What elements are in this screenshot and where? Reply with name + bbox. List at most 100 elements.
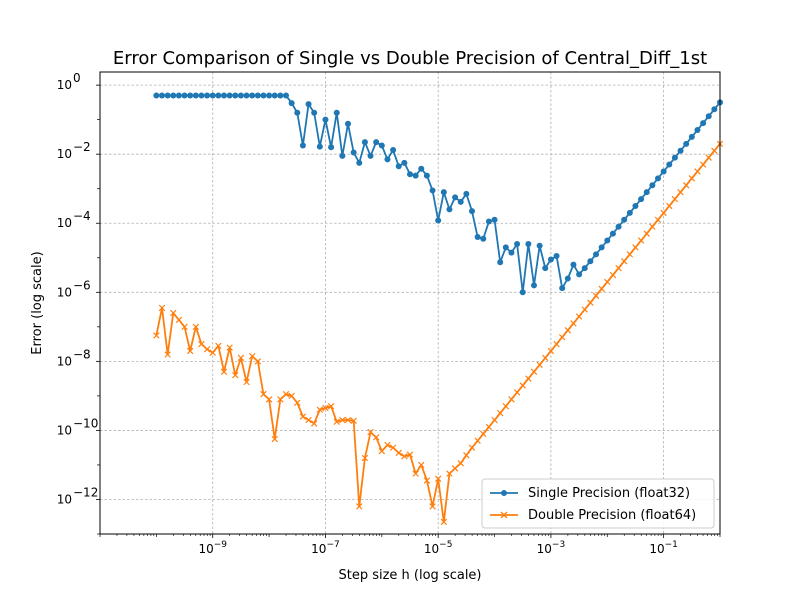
data-point [435,217,442,224]
data-point [260,92,267,99]
data-point [265,396,273,403]
data-point [316,143,323,150]
data-point [536,361,543,369]
data-point [198,340,205,348]
y-tick-label: 10 [57,216,72,230]
data-point [451,465,459,472]
data-point [463,190,470,197]
data-point [525,375,532,382]
data-point [249,92,256,99]
data-point [215,92,222,99]
data-point [170,92,177,99]
data-point [316,406,324,413]
data-point [638,196,645,203]
data-point [643,230,650,237]
data-point [615,264,622,272]
y-tick-label: 10 [57,492,72,506]
data-point [254,358,262,365]
data-point [660,168,667,175]
data-point [429,503,436,510]
plot-area [99,71,724,535]
data-point [339,416,346,424]
data-point [158,304,166,312]
data-point [283,92,289,99]
y-tick-exponent: −8 [73,347,91,361]
data-point [570,320,577,327]
data-point [333,418,340,426]
data-point [660,209,667,217]
data-point [621,216,628,223]
data-point [519,382,526,389]
data-point [412,172,419,179]
data-point [688,133,695,140]
data-point [209,92,216,99]
data-point [203,346,211,353]
data-point [711,147,718,154]
data-point [508,249,515,256]
legend-marker-double [500,511,508,519]
data-point [328,144,335,151]
data-point [654,216,662,224]
data-point [322,404,329,412]
data-point [474,437,481,444]
data-point [514,240,521,247]
data-point [372,434,380,441]
data-point [666,161,673,168]
data-point [288,392,295,400]
data-point [587,258,594,265]
data-point [271,92,278,99]
data-point [587,299,594,306]
data-point [350,417,357,424]
data-point [485,218,492,225]
data-point [159,92,165,99]
data-point [367,428,374,436]
data-point [559,285,566,292]
data-point [474,234,481,241]
data-point [699,161,707,168]
data-point [345,120,351,127]
data-point [711,106,718,113]
data-point [378,142,385,149]
data-point [542,354,549,362]
data-point [181,323,188,331]
data-point [598,244,605,251]
data-point [626,209,633,216]
data-point [581,306,588,313]
legend-marker-single [501,490,507,496]
data-point [468,444,476,451]
data-point [232,371,239,379]
data-point [620,257,628,265]
data-point [457,459,464,467]
data-point [356,503,363,510]
data-point [705,154,712,161]
data-point [581,265,588,272]
data-point [502,403,510,410]
data-point [446,206,453,213]
data-point [570,261,577,268]
data-point [187,92,194,99]
x-axis-label: Step size h (log scale) [338,568,481,583]
data-point [418,165,425,172]
data-point [632,202,639,209]
legend-box [481,478,715,529]
data-point [356,159,363,166]
data-point [626,251,634,258]
data-point [677,188,684,196]
data-point [204,92,211,99]
y-tick-label: 10 [57,354,72,368]
y-tick-exponent: −6 [73,278,91,292]
data-point [164,92,171,99]
data-point [254,92,261,99]
data-point [407,171,413,178]
data-point [564,327,572,334]
data-point [310,420,318,427]
data-point [530,368,538,375]
data-point [564,275,571,282]
data-point [305,416,312,424]
data-point [536,242,543,249]
data-point [215,342,222,350]
data-point [700,120,707,127]
y-tick-exponent: −10 [73,416,98,430]
data-point [395,449,402,457]
data-point [485,423,493,431]
